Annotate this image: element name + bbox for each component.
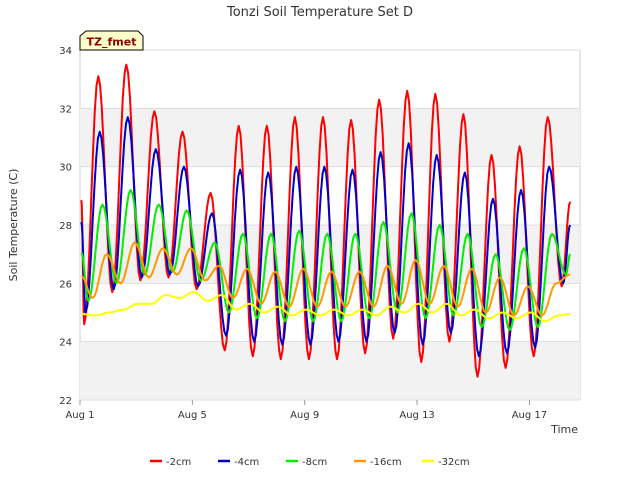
series-line-8cm [80, 189, 571, 331]
legend-label: -2cm [166, 457, 191, 468]
y-tick-label: 34 [59, 46, 72, 57]
legend-item: -32cm [422, 457, 470, 468]
x-tick-label: Aug 9 [290, 410, 319, 421]
legend: -2cm -4cm -8cm -16cm -32cm [150, 457, 470, 468]
x-axis-label: Time [550, 423, 578, 436]
y-tick-label: 28 [59, 221, 72, 232]
legend-item: -8cm [286, 457, 327, 468]
legend-item: -16cm [354, 457, 402, 468]
site-badge-label: TZ_fmet [87, 36, 137, 49]
x-tick-label: Aug 13 [399, 410, 434, 421]
series-line-32cm [81, 291, 571, 323]
site-badge-box [79, 30, 144, 51]
x-axis-ticks: Aug 1 Aug 5 Aug 9 Aug 13 Aug 17 [65, 400, 547, 421]
x-tick-label: Aug 5 [178, 410, 207, 421]
legend-label: -8cm [302, 457, 327, 468]
y-axis-label: Soil Temperature (C) [7, 169, 20, 282]
plot-band [80, 108, 580, 167]
chart-title: Tonzi Soil Temperature Set D [226, 5, 413, 20]
y-tick-label: 24 [59, 338, 72, 349]
series-line-4cm [80, 116, 572, 358]
y-axis-ticks: 22 24 26 28 30 32 34 [59, 46, 72, 407]
y-tick-label: 32 [59, 104, 72, 115]
legend-item: -2cm [150, 457, 191, 468]
legend-item: -4cm [218, 457, 259, 468]
legend-label: -16cm [370, 457, 402, 468]
y-tick-label: 22 [59, 396, 72, 407]
plot-band [80, 341, 580, 400]
x-tick-label: Aug 1 [65, 410, 94, 421]
legend-label: -32cm [438, 457, 470, 468]
y-tick-label: 26 [59, 279, 72, 290]
series-line-16cm [80, 241, 571, 317]
site-badge: TZ_fmet [79, 30, 144, 51]
x-tick-label: Aug 17 [512, 410, 547, 421]
y-tick-label: 30 [59, 163, 72, 174]
series-lines [80, 63, 572, 378]
legend-label: -4cm [234, 457, 259, 468]
series-line-2cm [80, 63, 572, 378]
